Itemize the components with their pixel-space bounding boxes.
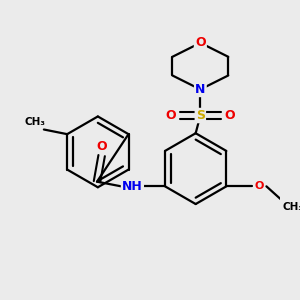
Text: O: O (225, 109, 236, 122)
Text: CH₃: CH₃ (24, 117, 45, 127)
Text: O: O (254, 181, 264, 191)
Text: S: S (196, 109, 205, 122)
Text: CH₃: CH₃ (282, 202, 300, 212)
Text: O: O (195, 36, 206, 49)
Text: NH: NH (122, 180, 143, 193)
Text: N: N (195, 83, 206, 96)
Text: O: O (96, 140, 107, 153)
Text: O: O (165, 109, 176, 122)
